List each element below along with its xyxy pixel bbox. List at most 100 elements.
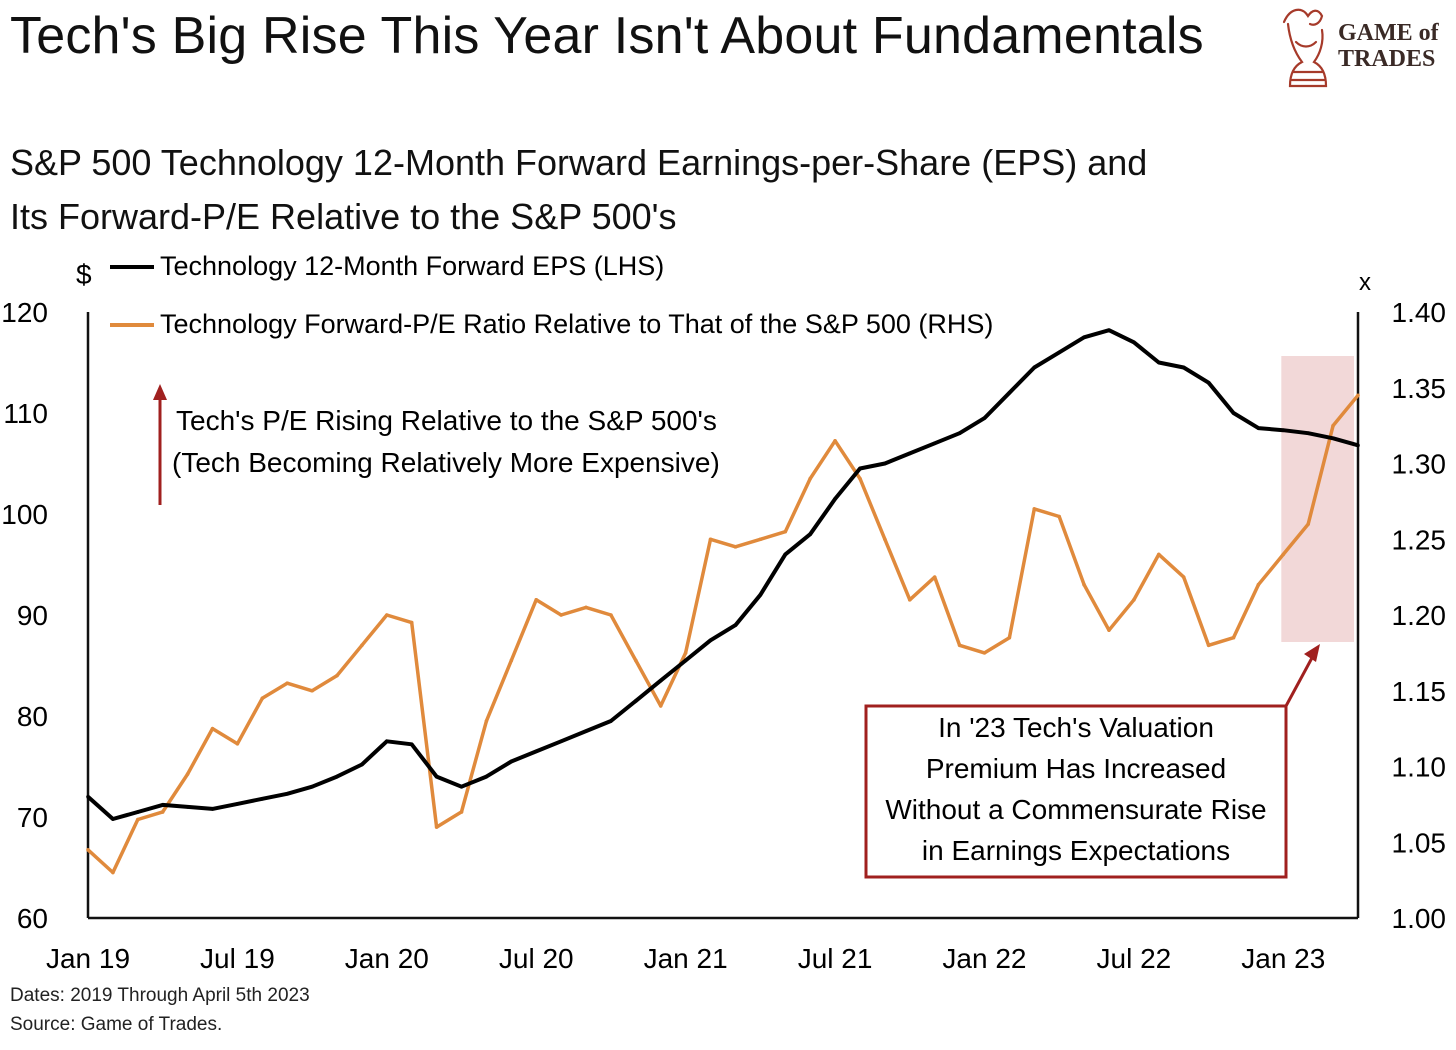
eps-data-point xyxy=(509,759,514,764)
right-tick-label: 1.05 xyxy=(1392,827,1447,858)
pe-data-point xyxy=(883,537,887,542)
left-tick-label: 80 xyxy=(17,701,48,732)
x-tick-label: Jan 19 xyxy=(46,943,130,974)
eps-data-point xyxy=(160,803,165,807)
left-tick-label: 100 xyxy=(1,499,48,530)
left-tick-label: 120 xyxy=(1,297,48,328)
chart-title: Tech's Big Rise This Year Isn't About Fu… xyxy=(10,7,1204,65)
pe-data-point xyxy=(1256,582,1261,587)
pe-relative-series-line xyxy=(86,394,1360,875)
pe-data-point xyxy=(210,726,215,731)
left-tick-label: 90 xyxy=(17,600,48,631)
pe-data-point xyxy=(111,870,115,875)
x-tick-label: Jan 23 xyxy=(1241,943,1325,974)
annotation-box xyxy=(864,704,1288,879)
pe-data-point xyxy=(235,741,240,746)
pe-data-point xyxy=(434,825,439,829)
eps-data-point xyxy=(459,784,464,789)
pe-data-point xyxy=(907,598,912,602)
right-tick-label: 1.20 xyxy=(1392,600,1447,631)
annotation-pe-rising-line1: Tech's P/E Rising Relative to the S&P 50… xyxy=(176,405,717,436)
pe-data-point xyxy=(1331,423,1335,428)
eps-data-point xyxy=(1082,335,1086,340)
pe-data-point xyxy=(260,696,265,701)
pe-data-point xyxy=(932,575,937,579)
eps-data-point xyxy=(1281,428,1286,432)
eps-data-point xyxy=(385,739,389,744)
eps-data-point xyxy=(758,593,763,597)
right-tick-label: 1.10 xyxy=(1392,752,1447,783)
pe-data-point xyxy=(160,810,165,814)
x-tick-label: Jan 20 xyxy=(345,943,429,974)
eps-data-point xyxy=(484,774,489,779)
eps-data-point xyxy=(260,797,265,801)
eps-data-point xyxy=(310,784,314,789)
legend-pe-label: Technology Forward-P/E Ratio Relative to… xyxy=(160,309,993,339)
eps-data-point xyxy=(584,729,588,733)
eps-data-point xyxy=(285,791,290,796)
pe-data-point xyxy=(683,651,688,655)
pe-data-point xyxy=(185,772,190,776)
x-tick-label: Jul 21 xyxy=(798,943,873,974)
eps-series-line xyxy=(86,328,1359,821)
annotation-box-arrow-head xyxy=(1304,644,1320,662)
pe-data-point xyxy=(385,613,389,617)
chart-subtitle: S&P 500 Technology 12-Month Forward Earn… xyxy=(10,136,1147,244)
pe-data-point xyxy=(360,643,364,648)
x-tick-label: Jan 22 xyxy=(942,943,1026,974)
eps-data-point xyxy=(907,451,912,456)
pe-data-point xyxy=(634,658,638,663)
pe-data-point xyxy=(609,613,613,617)
annotation-box-arrow-shaft xyxy=(1284,655,1315,707)
eps-data-point xyxy=(1306,431,1310,436)
pe-data-point xyxy=(136,817,140,822)
annotation-box-line2: Premium Has Increased xyxy=(926,753,1226,784)
pe-data-point xyxy=(534,598,539,602)
eps-data-point xyxy=(235,802,240,806)
eps-data-point xyxy=(534,749,539,754)
eps-data-point xyxy=(609,719,613,723)
pe-data-point xyxy=(1356,393,1360,398)
pe-data-point xyxy=(310,688,314,693)
pe-data-point xyxy=(285,681,290,685)
subtitle-line-1: S&P 500 Technology 12-Month Forward Earn… xyxy=(10,142,1148,183)
eps-data-point xyxy=(360,762,364,767)
right-tick-label: 1.15 xyxy=(1392,676,1447,707)
pe-data-point xyxy=(658,704,663,708)
eps-data-point xyxy=(1206,380,1211,385)
highlight-2023-region xyxy=(1281,356,1354,642)
x-tick-label: Jan 21 xyxy=(644,943,728,974)
eps-data-point xyxy=(1057,350,1061,355)
pe-data-point xyxy=(783,529,788,534)
eps-data-point xyxy=(1231,411,1236,415)
right-tick-label: 1.00 xyxy=(1392,903,1447,934)
left-axis-ticks: 60 70 80 90 100 110 120 xyxy=(1,297,48,934)
pe-data-point xyxy=(1132,598,1136,602)
pe-data-point xyxy=(584,605,588,610)
eps-data-point xyxy=(783,552,788,557)
right-tick-label: 1.40 xyxy=(1392,297,1447,328)
eps-data-point xyxy=(683,658,688,663)
right-axis-unit: x xyxy=(1359,269,1371,296)
pe-data-point xyxy=(1007,635,1012,640)
pe-data-point xyxy=(1032,507,1037,511)
pe-data-point xyxy=(858,476,862,481)
eps-data-point xyxy=(1132,340,1136,345)
pe-data-point xyxy=(758,537,763,542)
pe-data-point xyxy=(1281,552,1286,557)
left-axis-unit: $ xyxy=(76,259,92,290)
eps-data-point xyxy=(858,466,862,471)
logo-line-1: GAME of xyxy=(1338,20,1439,46)
legend-eps-label: Technology 12-Month Forward EPS (LHS) xyxy=(160,251,664,281)
eps-data-point xyxy=(185,805,190,809)
pe-data-point xyxy=(409,620,414,625)
pe-data-point xyxy=(708,537,713,542)
right-tick-label: 1.35 xyxy=(1392,373,1447,404)
eps-data-point xyxy=(1007,391,1012,395)
eps-data-point xyxy=(808,532,812,536)
pe-data-point xyxy=(1082,582,1086,587)
eps-data-point xyxy=(1156,360,1161,365)
pe-data-point xyxy=(1156,552,1161,557)
eps-data-point xyxy=(1356,443,1360,448)
eps-data-point xyxy=(932,441,937,446)
